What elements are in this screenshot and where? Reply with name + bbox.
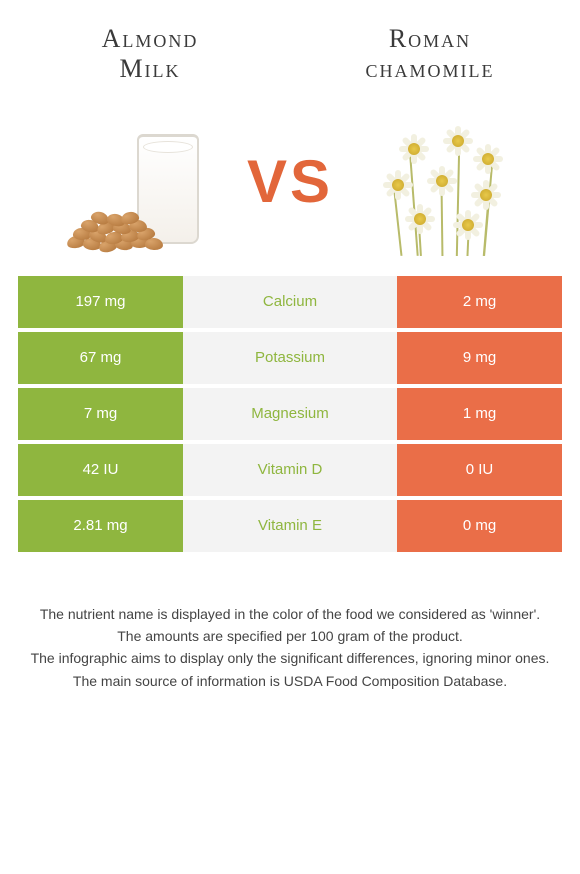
table-row: 197 mgCalcium2 mg [18,276,562,328]
left-value: 7 mg [18,388,183,440]
right-value: 9 mg [397,332,562,384]
footnote-line: The main source of information is USDA F… [20,671,560,691]
nutrient-name: Potassium [183,332,397,384]
table-row: 67 mgPotassium9 mg [18,332,562,384]
right-food-title: Romanchamomile [330,24,530,84]
right-value: 0 mg [397,500,562,552]
table-row: 2.81 mgVitamin E0 mg [18,500,562,552]
left-value: 197 mg [18,276,183,328]
nutrient-name: Vitamin E [183,500,397,552]
nutrient-name: Vitamin D [183,444,397,496]
right-value: 1 mg [397,388,562,440]
footnote-line: The nutrient name is displayed in the co… [20,604,560,624]
vs-row: VS [0,94,580,276]
nutrient-table: 197 mgCalcium2 mg67 mgPotassium9 mg7 mgM… [0,276,580,552]
right-value: 0 IU [397,444,562,496]
footnotes: The nutrient name is displayed in the co… [0,556,580,691]
left-value: 42 IU [18,444,183,496]
nutrient-name: Magnesium [183,388,397,440]
footnote-line: The amounts are specified per 100 gram o… [20,626,560,646]
table-row: 7 mgMagnesium1 mg [18,388,562,440]
right-food-image [361,112,511,252]
vs-label: VS [247,147,333,216]
table-row: 42 IUVitamin D0 IU [18,444,562,496]
left-food-title: AlmondMilk [50,24,250,84]
header: AlmondMilk Romanchamomile [0,0,580,94]
footnote-line: The infographic aims to display only the… [20,648,560,668]
left-value: 2.81 mg [18,500,183,552]
nutrient-name: Calcium [183,276,397,328]
right-value: 2 mg [397,276,562,328]
left-value: 67 mg [18,332,183,384]
left-food-image [69,112,219,252]
